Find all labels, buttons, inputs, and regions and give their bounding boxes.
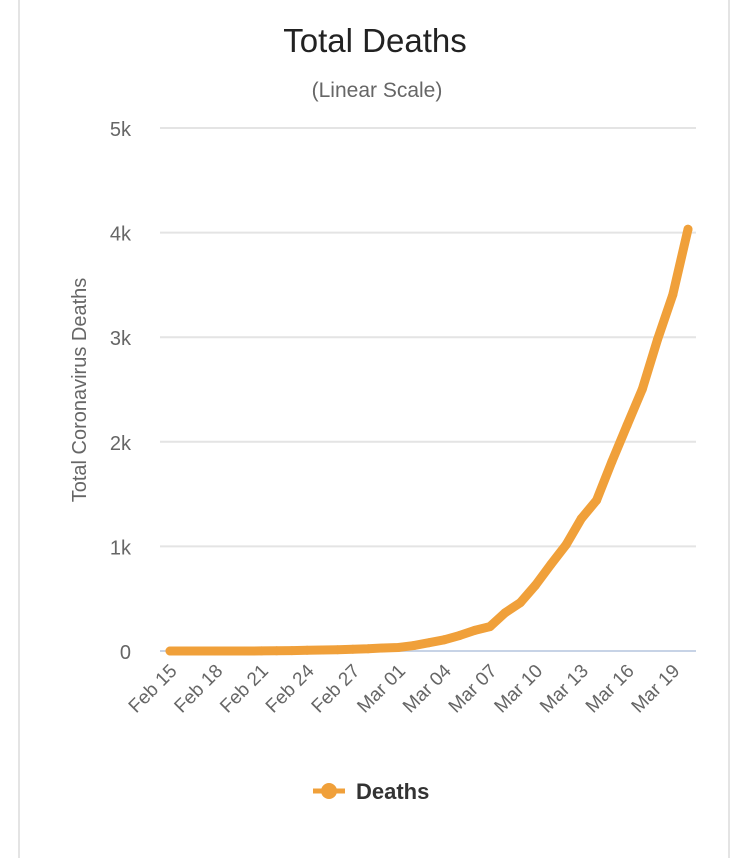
data-point[interactable] xyxy=(424,638,434,648)
data-point[interactable] xyxy=(317,645,327,655)
x-tick-label: Feb 27 xyxy=(308,661,365,718)
data-point[interactable] xyxy=(195,646,205,656)
data-point[interactable] xyxy=(378,643,388,653)
data-point[interactable] xyxy=(622,420,632,430)
data-point[interactable] xyxy=(333,645,343,655)
x-tick-label: Mar 19 xyxy=(628,661,685,718)
y-tick-label: 3k xyxy=(110,328,132,350)
data-point[interactable] xyxy=(272,646,282,656)
x-tick-label: Mar 16 xyxy=(582,661,639,718)
data-point[interactable] xyxy=(485,622,495,632)
x-tick-label: Feb 21 xyxy=(216,661,273,718)
data-point[interactable] xyxy=(165,646,175,656)
data-point[interactable] xyxy=(211,646,221,656)
y-tick-label: 0 xyxy=(120,642,131,664)
chart-frame xyxy=(18,0,730,858)
y-axis-label: Total Coronavirus Deaths xyxy=(69,278,91,503)
data-point[interactable] xyxy=(653,335,663,345)
data-point[interactable] xyxy=(515,598,525,608)
data-point[interactable] xyxy=(287,646,297,656)
data-point[interactable] xyxy=(592,495,602,505)
data-point[interactable] xyxy=(576,514,586,524)
x-tick-label: Mar 10 xyxy=(491,661,548,718)
data-point[interactable] xyxy=(500,608,510,618)
chart-title: Total Deaths xyxy=(283,22,466,59)
data-point[interactable] xyxy=(561,540,571,550)
y-tick-label: 1k xyxy=(110,537,132,559)
data-point[interactable] xyxy=(683,224,693,234)
data-point[interactable] xyxy=(241,646,251,656)
data-point[interactable] xyxy=(226,646,236,656)
deaths-line xyxy=(165,224,693,656)
data-point[interactable] xyxy=(668,290,678,300)
y-tick-label: 2k xyxy=(110,433,132,455)
data-point[interactable] xyxy=(439,635,449,645)
x-tick-label: Feb 15 xyxy=(125,661,182,718)
data-point[interactable] xyxy=(470,625,480,635)
data-point[interactable] xyxy=(302,645,312,655)
y-tick-label: 5k xyxy=(110,119,132,141)
x-tick-label: Feb 24 xyxy=(262,660,319,717)
chart-subtitle: (Linear Scale) xyxy=(312,79,443,102)
x-tick-label: Mar 01 xyxy=(353,661,410,718)
x-tick-label: Feb 18 xyxy=(171,661,228,718)
data-point[interactable] xyxy=(531,580,541,590)
data-point[interactable] xyxy=(637,384,647,394)
data-point[interactable] xyxy=(607,457,617,467)
legend-marker-icon xyxy=(321,783,337,799)
data-point[interactable] xyxy=(454,631,464,641)
data-point[interactable] xyxy=(348,644,358,654)
y-tick-label: 4k xyxy=(110,224,132,246)
data-point[interactable] xyxy=(256,646,266,656)
x-tick-label: Mar 07 xyxy=(445,661,502,718)
x-tick-label: Mar 04 xyxy=(399,660,456,717)
legend-label[interactable]: Deaths xyxy=(356,779,429,804)
data-point[interactable] xyxy=(394,642,404,652)
data-point[interactable] xyxy=(546,559,556,569)
data-point[interactable] xyxy=(409,641,419,651)
legend[interactable]: Deaths xyxy=(313,779,429,804)
data-point[interactable] xyxy=(363,644,373,654)
x-tick-label: Mar 13 xyxy=(536,661,593,718)
data-point[interactable] xyxy=(180,646,190,656)
